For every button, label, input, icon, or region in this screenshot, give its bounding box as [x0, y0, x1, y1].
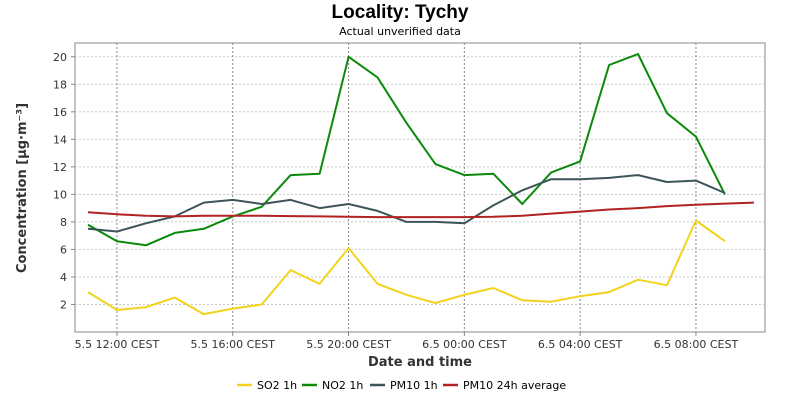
y-tick-label: 8	[60, 216, 67, 229]
x-axis-label: Date and time	[368, 355, 472, 370]
series-line-pm10-24h-average	[87, 201, 754, 219]
x-tick-label: 5.5 16:00 CEST	[190, 338, 275, 351]
x-tick-label: 6.5 00:00 CEST	[422, 338, 507, 351]
chart-title: Locality: Tychy	[332, 2, 469, 23]
plot-area	[74, 42, 766, 333]
y-axis-label: Concentration [µg·m⁻³]	[15, 103, 30, 273]
y-tick-label: 6	[60, 243, 67, 256]
y-tick-label: 18	[53, 78, 67, 91]
y-tick-label: 4	[60, 271, 67, 284]
y-tick-label: 20	[53, 51, 67, 64]
y-tick-label: 14	[53, 133, 67, 146]
y-tick-label: 16	[53, 106, 67, 119]
series-lines	[87, 53, 754, 316]
series-line-so2-1h	[87, 219, 726, 316]
series-line-pm10-1h	[87, 174, 726, 233]
legend-entry: PM10 24h average	[463, 379, 566, 392]
y-tick-label: 12	[53, 161, 67, 174]
y-axis-ticks: 2 4 6 8 10 12 14 16 18 20	[53, 51, 75, 311]
x-axis-ticks: 5.5 12:00 CEST 5.5 16:00 CEST 5.5 20:00 CE…	[75, 332, 739, 351]
x-tick-label: 5.5 12:00 CEST	[75, 338, 160, 351]
legend-entry: PM10 1h	[390, 379, 438, 392]
x-tick-label: 6.5 08:00 CEST	[654, 338, 739, 351]
x-tick-label: 6.5 04:00 CEST	[538, 338, 623, 351]
series-line-no2-1h	[87, 53, 726, 247]
x-tick-label: 5.5 20:00 CEST	[306, 338, 391, 351]
chart-subtitle: Actual unverified data	[339, 25, 461, 38]
y-tick-label: 10	[53, 188, 67, 201]
legend-entry: SO2 1h	[257, 379, 297, 392]
legend: SO2 1h NO2 1h PM10 1h PM10 24h average	[237, 379, 566, 392]
legend-entry: NO2 1h	[322, 379, 363, 392]
y-tick-label: 2	[60, 298, 67, 311]
